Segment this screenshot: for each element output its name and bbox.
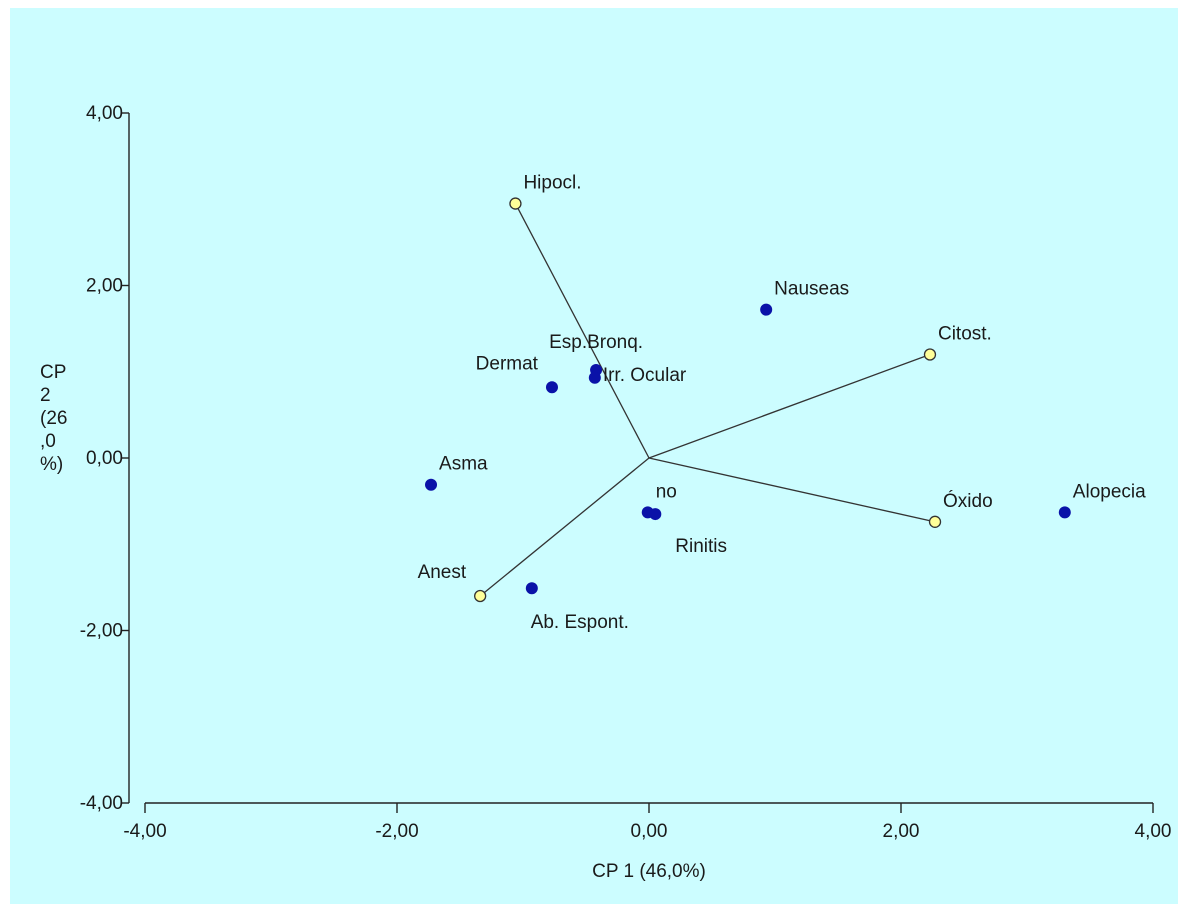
point-label: no	[656, 481, 677, 502]
point-label: Irr. Ocular	[603, 365, 687, 386]
x-tick-label: 2,00	[883, 821, 920, 842]
vector-lines	[479, 203, 936, 597]
data-point	[425, 478, 438, 491]
vector-line	[648, 457, 936, 523]
data-points	[425, 197, 1071, 603]
vector-label: Hipocl.	[523, 173, 581, 194]
vector-point	[923, 348, 937, 361]
y-tick-label: -2,00	[80, 621, 123, 642]
point-label: Nauseas	[774, 279, 849, 300]
data-point	[525, 582, 538, 595]
data-point	[649, 508, 662, 521]
point-label: Ab. Espont.	[531, 612, 629, 633]
point-label: Asma	[439, 454, 488, 475]
axes: -4,00 -2,00 0,00 2,00 4,00 -4,00 -2,00 0,00 2,00…	[40, 103, 1171, 882]
y-tick-label: 2,00	[86, 276, 123, 297]
data-point	[760, 303, 773, 316]
data-point	[1058, 506, 1071, 519]
point-labels: Hipocl. Citost. Óxido Anest Nauseas Esp.Bronq…	[418, 173, 1147, 634]
vector-label: Óxido	[943, 490, 993, 512]
point-label: Esp.Bronq.	[549, 332, 643, 353]
data-point	[588, 371, 601, 384]
y-axis-label-line: 2	[40, 385, 51, 406]
vector-point	[928, 515, 942, 528]
point-label: Alopecia	[1073, 481, 1146, 502]
y-axis-label-line: %)	[40, 454, 63, 475]
y-axis-label: CP 2 (26,0%)	[40, 362, 67, 475]
y-axis-label-line: (26	[40, 408, 67, 429]
y-tick-label: 0,00	[86, 448, 123, 469]
x-tick-label: 4,00	[1135, 821, 1172, 842]
point-label: Rinitis	[675, 536, 727, 557]
y-tick-label: -4,00	[80, 793, 123, 814]
x-axis-label: CP 1 (46,0%)	[592, 861, 706, 882]
chart-background	[10, 8, 1178, 904]
y-axis-label-line: CP	[40, 362, 66, 383]
vector-line	[479, 457, 650, 597]
x-tick-label: 0,00	[631, 821, 668, 842]
vector-line	[514, 203, 650, 459]
point-label: Dermat	[476, 353, 539, 374]
vector-point	[509, 197, 522, 210]
x-tick-label: -4,00	[123, 821, 166, 842]
x-tick-label: -2,00	[375, 821, 418, 842]
y-tick-label: 4,00	[86, 103, 123, 124]
data-point	[545, 381, 558, 394]
vector-label: Citost.	[938, 324, 992, 345]
y-axis-label-line: ,0	[40, 431, 56, 452]
vector-label: Anest	[418, 562, 467, 583]
vector-point	[474, 589, 487, 603]
vector-line	[648, 353, 931, 459]
